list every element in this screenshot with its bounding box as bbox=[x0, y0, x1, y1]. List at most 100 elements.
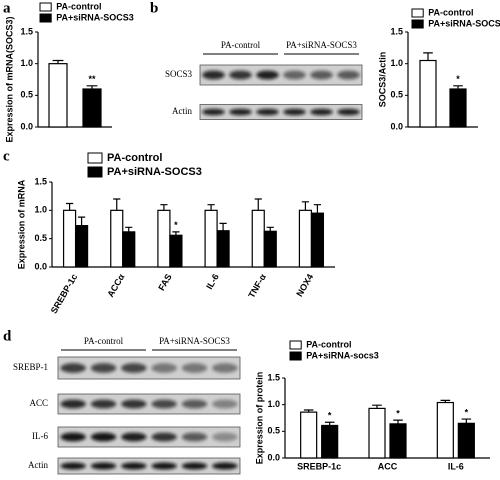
blot-band bbox=[60, 363, 86, 373]
row-label: SREBP-1 bbox=[13, 362, 48, 372]
y-tick-label: 0.0 bbox=[20, 121, 33, 131]
blot-strip bbox=[199, 64, 363, 86]
legend-swatch bbox=[289, 351, 302, 361]
bar bbox=[251, 209, 265, 268]
row-label: Actin bbox=[28, 460, 48, 470]
blot-band bbox=[212, 462, 238, 470]
bar bbox=[157, 209, 171, 268]
row-label: SOCS3 bbox=[165, 69, 193, 79]
y-tick-label: 0.5 bbox=[390, 90, 403, 100]
legend-swatch bbox=[87, 166, 103, 178]
y-tick-label: 1.0 bbox=[34, 205, 47, 215]
bar bbox=[368, 407, 386, 459]
blot-band bbox=[90, 363, 117, 373]
legend-swatch bbox=[289, 340, 302, 350]
y-tick-label: 0.5 bbox=[20, 90, 33, 100]
error-bar bbox=[86, 85, 98, 89]
blot-band bbox=[60, 432, 86, 442]
legend-label: PA-control bbox=[306, 339, 351, 349]
panel-label: b bbox=[150, 0, 158, 16]
bar bbox=[204, 209, 218, 268]
blot-band bbox=[90, 432, 117, 442]
legend-swatch bbox=[411, 19, 424, 29]
bar bbox=[389, 423, 407, 459]
y-axis-label: Expression of mRNA bbox=[16, 179, 26, 269]
significance: * bbox=[465, 407, 469, 417]
y-tick-label: 1.0 bbox=[390, 58, 403, 68]
error-bar bbox=[303, 409, 314, 413]
bar bbox=[321, 424, 339, 459]
blot-strip bbox=[57, 393, 241, 415]
bar bbox=[82, 88, 102, 128]
row-label: ACC bbox=[29, 398, 48, 408]
bar bbox=[216, 230, 230, 268]
error-bar bbox=[313, 204, 322, 214]
bar bbox=[457, 422, 475, 459]
blot-strip bbox=[57, 457, 241, 475]
error-bar bbox=[301, 201, 310, 211]
group-label: PA-control bbox=[84, 336, 124, 346]
x-tick-label: IL-6 bbox=[448, 461, 464, 471]
error-bar bbox=[372, 404, 382, 409]
significance: * bbox=[328, 411, 332, 421]
y-axis-label: Expression of protein bbox=[254, 372, 264, 465]
error-bar bbox=[266, 226, 274, 232]
bar bbox=[436, 401, 454, 459]
error-bar bbox=[65, 202, 74, 211]
blot-band bbox=[181, 399, 208, 409]
error-bar bbox=[207, 204, 215, 211]
legend-label: PA+siRNA-socs3 bbox=[306, 350, 379, 360]
error-bar bbox=[440, 399, 451, 403]
y-axis-label: SOCS3/Actin bbox=[377, 52, 387, 108]
y-tick-label: 0.5 bbox=[267, 426, 280, 436]
blot-band bbox=[151, 399, 177, 409]
significance: * bbox=[456, 74, 460, 84]
significance: ** bbox=[88, 74, 96, 84]
blot-band bbox=[60, 399, 86, 409]
blot-band bbox=[202, 70, 225, 80]
significance: * bbox=[396, 409, 400, 419]
x-tick-label: IL-6 bbox=[204, 272, 221, 291]
y-tick-label: 1.5 bbox=[390, 26, 403, 36]
blot-band bbox=[121, 399, 147, 409]
x-tick-label: FAS bbox=[156, 272, 173, 292]
blot-band bbox=[310, 108, 333, 116]
blot-band bbox=[212, 432, 238, 442]
row-label: Actin bbox=[172, 106, 192, 116]
error-bar bbox=[160, 204, 168, 211]
legend-swatch bbox=[39, 13, 52, 23]
bar bbox=[419, 59, 437, 128]
blot-band bbox=[283, 70, 306, 80]
legend-swatch bbox=[87, 152, 103, 164]
y-tick-label: 1.5 bbox=[267, 372, 280, 382]
y-tick-label: 0.5 bbox=[34, 233, 47, 243]
legend-swatch bbox=[39, 2, 52, 12]
blot-band bbox=[181, 363, 208, 373]
legend-label: PA-control bbox=[56, 1, 101, 11]
x-tick-label: ACCα bbox=[105, 272, 126, 299]
y-tick-label: 0.0 bbox=[267, 452, 280, 462]
x-tick-label: NOX4 bbox=[294, 272, 315, 298]
group-label: PA+siRNA-SOCS3 bbox=[159, 336, 230, 346]
error-bar bbox=[393, 419, 403, 424]
bar bbox=[122, 231, 136, 268]
bar bbox=[263, 230, 277, 268]
blot-band bbox=[151, 363, 177, 373]
bar bbox=[298, 209, 313, 268]
blot-band bbox=[310, 70, 333, 80]
panel-label: d bbox=[3, 328, 12, 344]
y-tick-label: 1.5 bbox=[20, 26, 33, 36]
blot-band bbox=[212, 399, 238, 409]
error-bar bbox=[219, 222, 227, 231]
legend-label: PA+siRNA-SOCS3 bbox=[428, 18, 500, 28]
y-axis-label: Expression of mRNA(SOCS3) bbox=[4, 16, 14, 142]
legend-label: PA+siRNA-SOCS3 bbox=[107, 166, 202, 178]
bar bbox=[310, 212, 325, 268]
blot-band bbox=[337, 70, 360, 80]
blot-band bbox=[229, 108, 252, 116]
error-bar bbox=[254, 198, 262, 211]
bar bbox=[62, 209, 77, 268]
error-bar bbox=[453, 85, 463, 89]
error-bar bbox=[324, 421, 335, 426]
error-bar bbox=[52, 59, 64, 64]
